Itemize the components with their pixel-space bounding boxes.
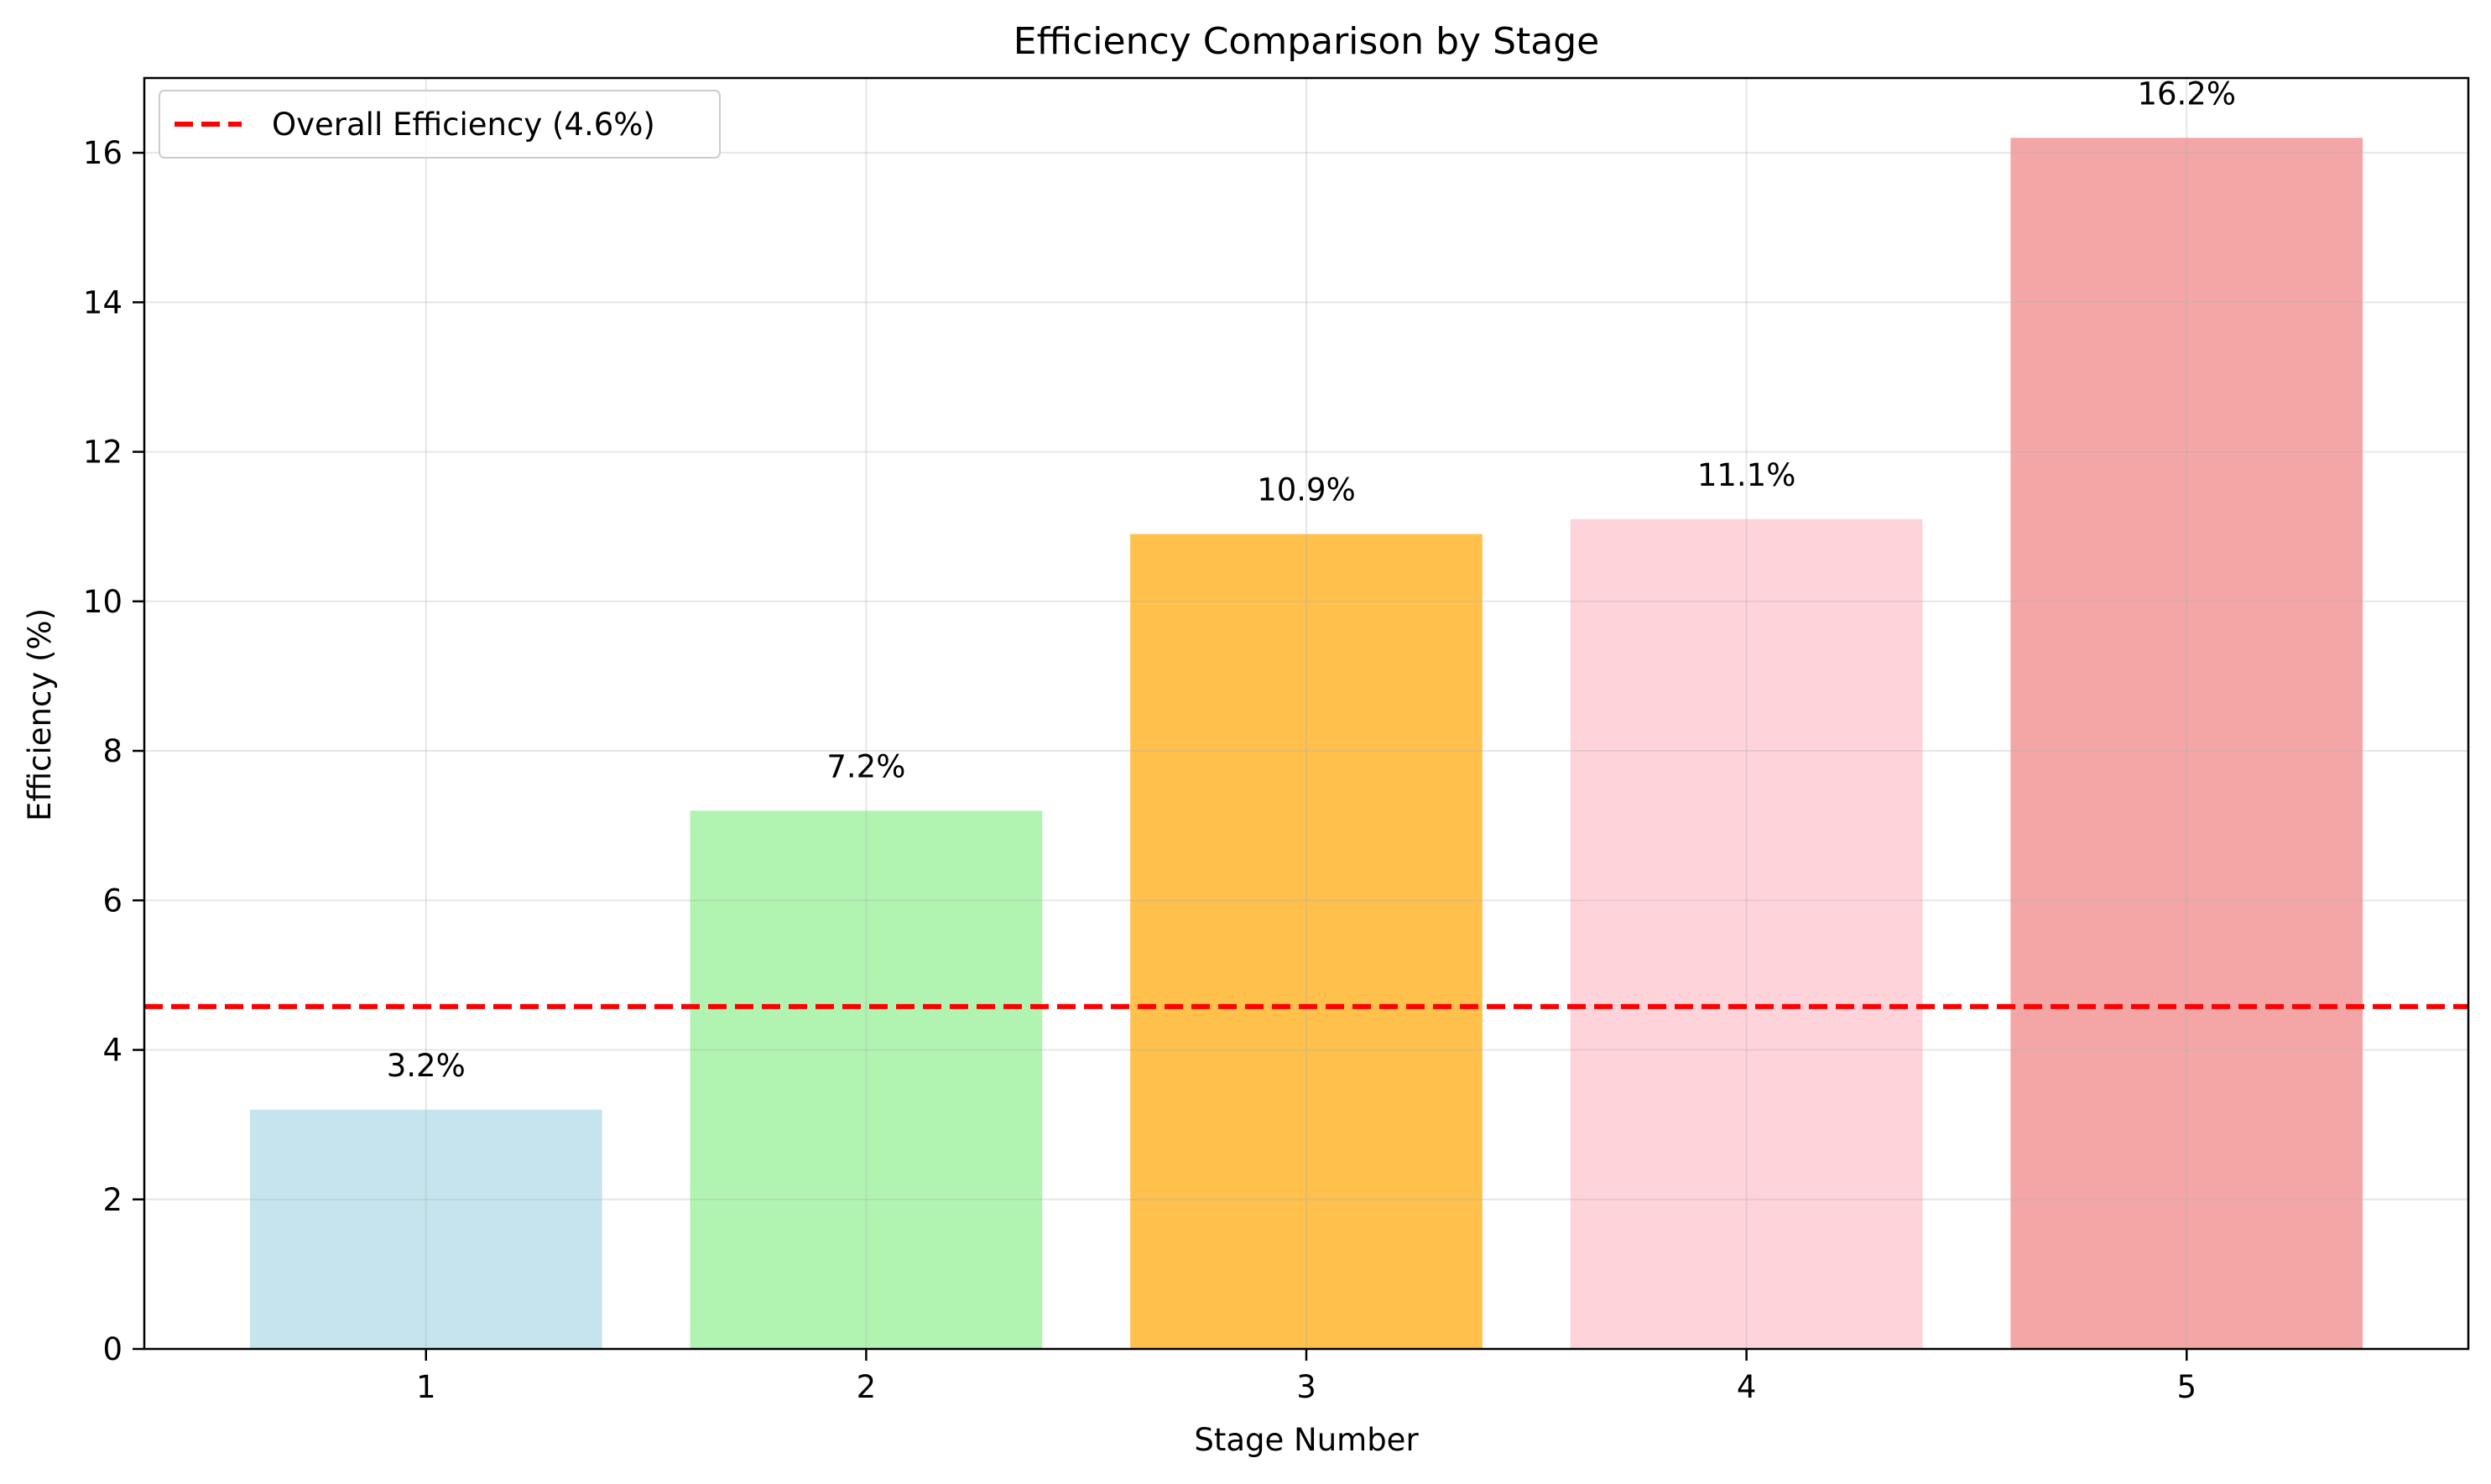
bar-value-label-3: 10.9% [1257,472,1356,508]
bar-stage-4 [1570,518,1923,1349]
bar-value-label-4: 11.1% [1697,457,1796,493]
bar-value-labels: 3.2% 7.2% 10.9% 11.1% 16.2% [387,76,2236,1084]
y-tick-label-6: 6 [102,883,122,919]
y-tick-label-16: 16 [83,135,122,171]
bar-stage-1 [249,1109,602,1349]
x-tick-label-1: 1 [416,1369,436,1405]
legend: Overall Efficiency (4.6%) [159,90,721,159]
bar-stage-5 [2010,138,2363,1350]
bars [249,138,2363,1350]
y-tick-label-8: 8 [102,733,122,769]
y-tick-label-10: 10 [83,584,122,620]
x-axis-label: Stage Number [1194,1422,1419,1458]
x-tick-label-3: 3 [1296,1369,1316,1405]
y-tick-label-4: 4 [102,1033,122,1069]
chart-title: Efficiency Comparison by Stage [1014,20,1599,63]
bar-value-label-2: 7.2% [826,748,905,784]
grid-lines [144,78,2468,1349]
y-tick-label-12: 12 [83,435,122,471]
y-tick-label-2: 2 [102,1182,122,1218]
bar-value-label-5: 16.2% [2137,76,2236,112]
bar-stage-2 [690,810,1043,1349]
legend-label: Overall Efficiency (4.6%) [272,107,655,143]
y-axis-label: Efficiency (%) [22,608,58,821]
x-tick-label-4: 4 [1737,1369,1757,1405]
y-tick-label-14: 14 [83,284,122,320]
x-tick-label-2: 2 [857,1369,877,1405]
y-tick-label-0: 0 [102,1331,122,1367]
legend-box [159,90,721,159]
x-tick-label-5: 5 [2176,1369,2197,1405]
bar-stage-3 [1130,534,1483,1349]
bar-value-label-1: 3.2% [387,1048,466,1084]
